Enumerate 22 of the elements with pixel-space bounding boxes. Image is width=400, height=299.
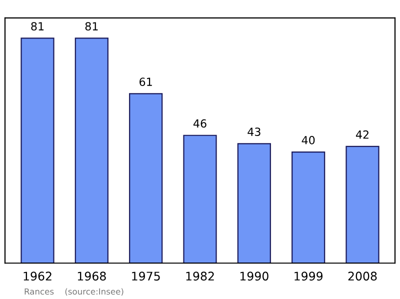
bar [20, 38, 54, 264]
bar [346, 146, 380, 264]
x-tick-label: 1999 [294, 272, 323, 281]
bar [129, 93, 163, 264]
data-label: 42 [356, 130, 368, 139]
x-tick-label: 2008 [348, 272, 377, 281]
data-label: 40 [302, 136, 315, 144]
x-tick-label: 1975 [132, 272, 160, 281]
bar [237, 143, 271, 264]
x-tick-label: 1968 [78, 272, 106, 281]
x-tick-label: 1982 [186, 272, 214, 281]
x-tick-label: 1990 [240, 272, 268, 281]
bar [74, 38, 108, 264]
bar [183, 134, 217, 264]
x-tick-label: 1962 [24, 272, 52, 281]
data-label: 61 [140, 78, 152, 86]
data-label: 46 [193, 119, 206, 128]
data-label: 43 [248, 128, 260, 136]
data-label: 81 [85, 22, 98, 30]
bar [292, 151, 326, 264]
data-label: 81 [31, 22, 44, 30]
text: Rances (source:Insee) [24, 288, 124, 296]
